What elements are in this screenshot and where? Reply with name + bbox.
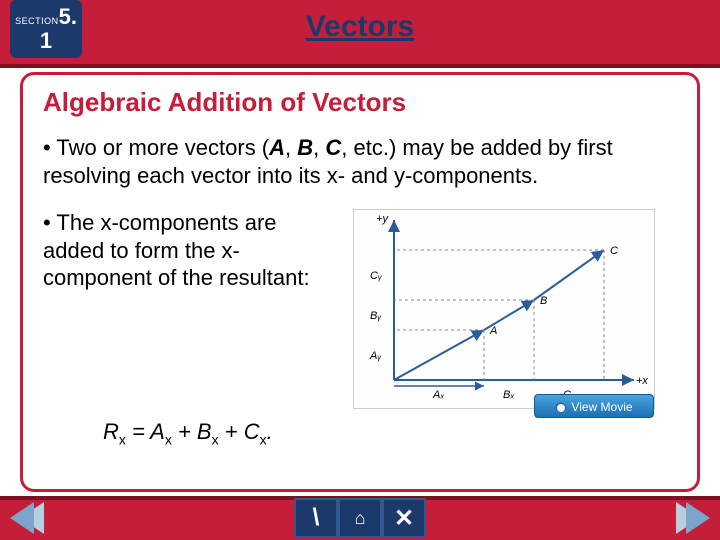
bullet1-sep1: , [285, 135, 297, 160]
eq-Rx: x [119, 431, 126, 447]
bullet-2: • The x-components are added to form the… [43, 209, 343, 292]
bullet-1: • Two or more vectors (A, B, C, etc.) ma… [43, 134, 677, 189]
slide: SECTION5. 1 Vectors Algebraic Addition o… [0, 0, 720, 540]
nav-home-button[interactable]: ⌂ [338, 498, 382, 538]
content-frame: Algebraic Addition of Vectors • Two or m… [20, 72, 700, 492]
bullet1-C: C [325, 135, 341, 160]
vector-diagram: +x+yABCAₓBₓCₓAᵧBᵧCᵧ View Movie [353, 209, 655, 409]
nav-back-button[interactable] [10, 502, 56, 534]
svg-text:+x: +x [636, 375, 648, 387]
bullet1-prefix: • Two or more vectors ( [43, 135, 269, 160]
svg-text:A: A [489, 325, 497, 337]
svg-text:+y: +y [376, 213, 389, 225]
eq-plus1: + [172, 419, 197, 444]
header-bar: SECTION5. 1 Vectors [0, 0, 720, 68]
nav-section-button[interactable]: \ [294, 498, 338, 538]
footer-bar: \ ⌂ ✕ [0, 496, 720, 540]
eq-C: C [244, 419, 260, 444]
eq-plus2: + [219, 419, 244, 444]
view-movie-label: View Movie [571, 400, 632, 414]
bullet1-A: A [269, 135, 285, 160]
forward-arrow-icon-2 [686, 502, 710, 534]
eq-equals: = [126, 419, 150, 444]
back-arrow-icon-2 [10, 502, 34, 534]
bullet1-sep2: , [313, 135, 325, 160]
svg-text:Bₓ: Bₓ [503, 389, 515, 401]
eq-A: A [150, 419, 165, 444]
slide-title: Vectors [0, 10, 720, 44]
svg-text:C: C [610, 245, 618, 257]
nav-forward-button[interactable] [664, 502, 710, 534]
equation: Rx = Ax + Bx + Cx. [103, 419, 677, 447]
view-movie-button[interactable]: View Movie [534, 394, 654, 418]
eq-R: R [103, 419, 119, 444]
svg-text:Bᵧ: Bᵧ [370, 310, 381, 322]
nav-center: \ ⌂ ✕ [294, 498, 426, 538]
bullet1-B: B [297, 135, 313, 160]
svg-text:Cᵧ: Cᵧ [370, 270, 382, 282]
svg-text:Aₓ: Aₓ [432, 389, 445, 401]
content-subtitle: Algebraic Addition of Vectors [43, 87, 677, 118]
diagram-svg: +x+yABCAₓBₓCₓAᵧBᵧCᵧ [354, 210, 654, 410]
svg-text:Aᵧ: Aᵧ [369, 350, 381, 362]
eq-B: B [197, 419, 212, 444]
eq-Cx: x [260, 431, 267, 447]
svg-text:B: B [540, 295, 547, 307]
eq-period: . [267, 419, 273, 444]
eq-Bx: x [212, 431, 219, 447]
eq-Ax: x [165, 431, 172, 447]
nav-close-button[interactable]: ✕ [382, 498, 426, 538]
